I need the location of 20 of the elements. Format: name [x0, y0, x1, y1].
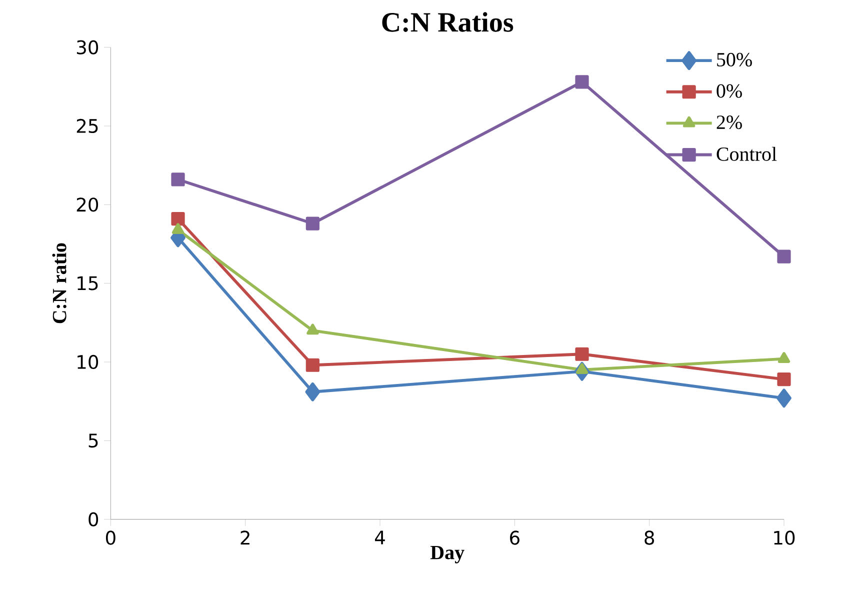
- y-tick-label: 25: [76, 118, 98, 134]
- x-tick-label: 0: [106, 530, 116, 545]
- legend-label: Control: [716, 146, 777, 161]
- y-axis-title: C:N ratio: [52, 243, 66, 324]
- y-tick-label: 10: [78, 354, 98, 370]
- y-tick-label: 5: [88, 434, 98, 448]
- x-tick-label: 4: [374, 530, 385, 544]
- y-tick-label: 15: [78, 276, 98, 290]
- chart-title: C:N Ratios: [382, 12, 514, 32]
- y-tick-label: 20: [76, 198, 98, 212]
- legend-label: 2%: [716, 116, 742, 130]
- x-tick-label: 10: [774, 530, 795, 545]
- y-tick-label: 0: [88, 512, 98, 526]
- x-tick-label: 6: [510, 530, 520, 545]
- legend-label: 0%: [716, 84, 742, 98]
- x-axis-title: Day: [430, 546, 464, 564]
- legend-label: 50%: [717, 52, 752, 66]
- x-tick-label: 8: [644, 530, 654, 545]
- y-tick-label: 30: [76, 40, 98, 54]
- x-tick-label: 2: [240, 530, 250, 545]
